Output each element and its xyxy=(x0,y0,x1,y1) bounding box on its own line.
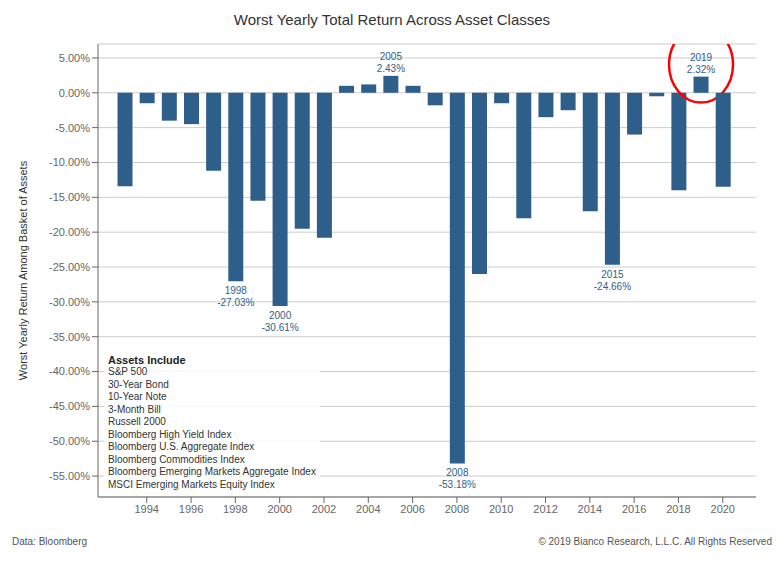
html-text:30-Year Bond: 30-Year Bond xyxy=(108,378,169,390)
html-text:Russell 2000: Russell 2000 xyxy=(108,416,166,427)
svg-text:2015-24.66%: 2015-24.66% xyxy=(594,269,631,292)
svg-text:1998-27.03%: 1998-27.03% xyxy=(217,285,254,308)
html-text:Bloomberg Commodities Index: Bloomberg Commodities Index xyxy=(108,453,245,465)
svg-text:2016: 2016 xyxy=(622,503,646,515)
svg-text:Worst Yearly Return Among Bask: Worst Yearly Return Among Basket of Asse… xyxy=(17,160,29,380)
svg-text:2000-30.61%: 2000-30.61% xyxy=(261,310,298,333)
svg-text:2020: 2020 xyxy=(711,503,735,515)
svg-text:20192.32%: 20192.32% xyxy=(687,52,715,75)
html-text:S&P 500: S&P 500 xyxy=(108,366,148,377)
html-text:Bloomberg High Yield Index: Bloomberg High Yield Index xyxy=(108,428,232,440)
svg-text:-30.00%: -30.00% xyxy=(49,296,90,308)
svg-text:1998: 1998 xyxy=(223,503,247,515)
svg-text:5.00%: 5.00% xyxy=(59,52,90,64)
svg-text:2000: 2000 xyxy=(267,503,291,515)
html-text:Assets Include: Assets Include xyxy=(108,353,186,366)
svg-text:-25.00%: -25.00% xyxy=(49,261,90,273)
svg-text:2004: 2004 xyxy=(356,503,380,515)
svg-text:2012: 2012 xyxy=(533,503,557,515)
svg-text:2006: 2006 xyxy=(400,503,424,515)
html-text:Bloomberg U.S. Aggregate Index: Bloomberg U.S. Aggregate Index xyxy=(108,441,255,452)
svg-text:-20.00%: -20.00% xyxy=(49,226,90,238)
svg-text:-40.00%: -40.00% xyxy=(49,365,90,377)
svg-text:-50.00%: -50.00% xyxy=(49,435,90,447)
html-text:Worst Yearly Total Return Acro: Worst Yearly Total Return Across Asset C… xyxy=(233,11,551,28)
svg-text:2008: 2008 xyxy=(445,503,469,515)
svg-text:1996: 1996 xyxy=(179,503,203,515)
svg-text:1994: 1994 xyxy=(134,503,158,515)
svg-text:-10.00%: -10.00% xyxy=(49,156,90,168)
svg-text:2008-53.18%: 2008-53.18% xyxy=(439,467,476,490)
svg-text:-15.00%: -15.00% xyxy=(49,191,90,203)
html-text:10-Year Note: 10-Year Note xyxy=(108,391,167,402)
svg-text:-55.00%: -55.00% xyxy=(49,470,90,482)
html-text:3-Month Bill: 3-Month Bill xyxy=(108,403,161,415)
svg-text:2002: 2002 xyxy=(312,503,336,515)
svg-text:0.00%: 0.00% xyxy=(59,87,90,99)
svg-text:2018: 2018 xyxy=(666,503,690,515)
svg-text:2010: 2010 xyxy=(489,503,513,515)
svg-text:-45.00%: -45.00% xyxy=(49,400,90,412)
svg-text:-35.00%: -35.00% xyxy=(49,331,90,343)
svg-text:20052.43%: 20052.43% xyxy=(377,51,405,74)
html-text:MSCI Emerging Markets Equity I: MSCI Emerging Markets Equity Index xyxy=(108,478,275,490)
svg-text:2014: 2014 xyxy=(578,503,602,515)
html-text:© 2019 Bianco Research, L.L.C.: © 2019 Bianco Research, L.L.C. All Right… xyxy=(538,536,772,547)
svg-text:-5.00%: -5.00% xyxy=(55,122,90,134)
html-text:Data: Bloomberg: Data: Bloomberg xyxy=(12,536,87,547)
html-text:Bloomberg Emerging Markets Agg: Bloomberg Emerging Markets Aggregate Ind… xyxy=(108,466,316,477)
